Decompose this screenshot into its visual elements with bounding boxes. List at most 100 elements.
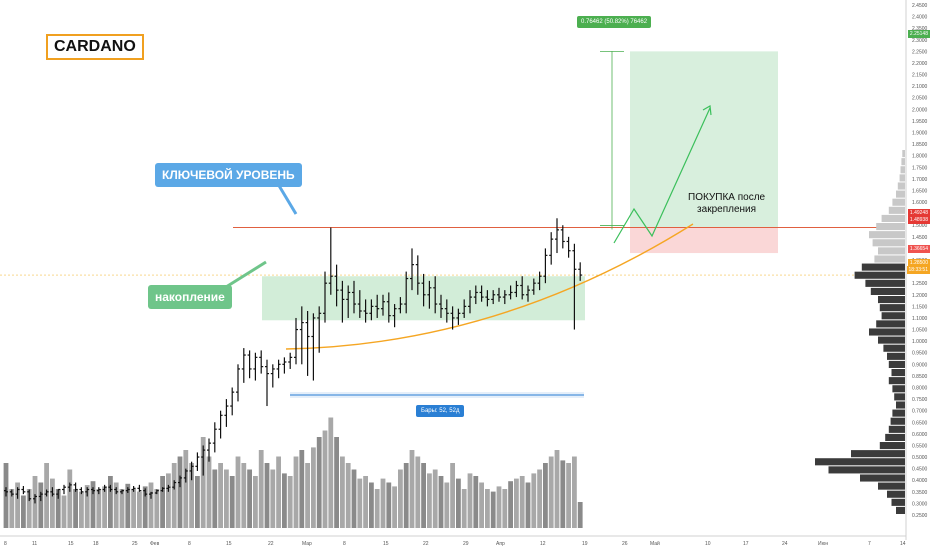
y-tick-label: 0.8500	[912, 374, 928, 380]
ohlc-bar	[555, 218, 559, 254]
ohlc-bar	[392, 304, 397, 328]
ohlc-bar	[479, 285, 484, 302]
ohlc-bar	[526, 285, 530, 302]
key-level-price-tag-2: 1.48938	[907, 216, 930, 224]
ohlc-bar	[514, 280, 519, 298]
volume-bar	[432, 469, 438, 528]
ohlc-bar	[398, 297, 403, 314]
ohlc-bar	[294, 317, 298, 365]
ohlc-bar	[253, 352, 258, 381]
y-tick-label: 1.8500	[912, 142, 928, 148]
ohlc-bar	[85, 487, 90, 497]
ohlc-bar	[317, 306, 322, 353]
volume-bar	[577, 502, 583, 528]
volume-profile-bar	[888, 425, 905, 433]
y-tick-label: 2.1000	[912, 84, 928, 90]
volume-profile-bar	[874, 255, 905, 263]
volume-bar	[189, 463, 194, 528]
volume-bar	[183, 450, 189, 528]
ohlc-bar	[415, 255, 420, 295]
volume-bar	[258, 450, 264, 528]
volume-profile-bar	[887, 490, 905, 498]
volume-bar	[21, 495, 26, 528]
volume-profile-bar	[888, 206, 905, 214]
volume-bar	[15, 482, 20, 528]
volume-bar	[148, 482, 154, 528]
volume-bar	[264, 463, 270, 528]
volume-profile-bar	[878, 336, 905, 344]
volume-bar	[276, 456, 281, 528]
ohlc-bar	[102, 484, 107, 492]
x-tick-label: 22	[268, 541, 274, 547]
ohlc-bar	[67, 482, 72, 492]
volume-bar	[479, 482, 484, 528]
ohlc-bar	[224, 399, 229, 427]
volume-profile-bar	[888, 377, 905, 385]
volume-bar	[345, 463, 351, 528]
ohlc-bar	[4, 487, 8, 497]
x-tick-label: 11	[32, 541, 37, 547]
volume-bar	[241, 463, 247, 528]
volume-bar	[398, 469, 403, 528]
ohlc-bar	[502, 290, 507, 305]
ohlc-bar	[531, 278, 536, 295]
ohlc-bar	[427, 280, 432, 309]
volume-bar	[177, 456, 183, 528]
ohlc-bar	[288, 352, 293, 369]
volume-bar	[113, 482, 119, 528]
volume-bar	[55, 489, 61, 528]
volume-profile-bar	[815, 458, 905, 466]
volume-bar	[137, 491, 142, 528]
volume-bar	[171, 463, 177, 528]
volume-profile-bar	[892, 198, 905, 206]
y-tick-label: 1.7000	[912, 177, 928, 183]
volume-bar	[200, 437, 206, 528]
y-tick-label: 0.4000	[912, 478, 928, 484]
volume-bar	[485, 489, 490, 528]
ohlc-bar	[79, 487, 84, 495]
y-tick-label: 0.6000	[912, 432, 928, 438]
x-tick-label: 8	[343, 541, 346, 547]
y-tick-label: 0.2500	[912, 513, 928, 519]
volume-bar	[369, 482, 374, 528]
key-level-price-tag: 1.49248	[907, 209, 930, 217]
volume-bar	[212, 469, 218, 528]
volume-bar	[386, 482, 392, 528]
volume-profile-bar	[865, 279, 905, 287]
stop-zone	[630, 227, 778, 254]
ohlc-bar	[218, 410, 223, 439]
volume-bar	[380, 478, 386, 528]
volume-bar	[456, 478, 461, 528]
volume-bar	[90, 481, 96, 528]
volume-bar	[548, 456, 554, 528]
volume-bar	[525, 482, 531, 528]
ohlc-bar	[259, 350, 264, 374]
ohlc-bar	[201, 445, 206, 476]
ohlc-bar	[468, 290, 472, 314]
volume-profile-bar	[870, 287, 905, 295]
volume-bar	[160, 476, 165, 528]
x-tick-label: 25	[132, 541, 138, 547]
volume-bar	[502, 489, 508, 528]
ohlc-bar	[44, 489, 49, 497]
volume-bar	[403, 463, 409, 528]
y-tick-label: 2.3000	[912, 38, 928, 44]
ohlc-bar	[178, 475, 182, 488]
volume-bar	[508, 481, 513, 528]
x-tick-label: Май	[650, 540, 660, 547]
ohlc-bar	[230, 387, 235, 416]
ohlc-bar	[247, 350, 252, 379]
y-tick-label: 1.4500	[912, 235, 928, 241]
y-tick-label: 1.0000	[912, 339, 928, 345]
volume-bar	[79, 491, 84, 528]
target-zone	[630, 51, 778, 228]
ohlc-bar	[62, 484, 66, 495]
volume-bar	[531, 473, 537, 528]
ohlc-bar	[520, 276, 525, 300]
ohlc-bar	[578, 262, 583, 281]
volume-bar	[444, 482, 450, 528]
ohlc-bar	[485, 290, 490, 307]
volume-profile-bar	[869, 328, 905, 336]
volume-profile-bar	[897, 182, 905, 190]
y-tick-label: 0.5000	[912, 455, 928, 461]
